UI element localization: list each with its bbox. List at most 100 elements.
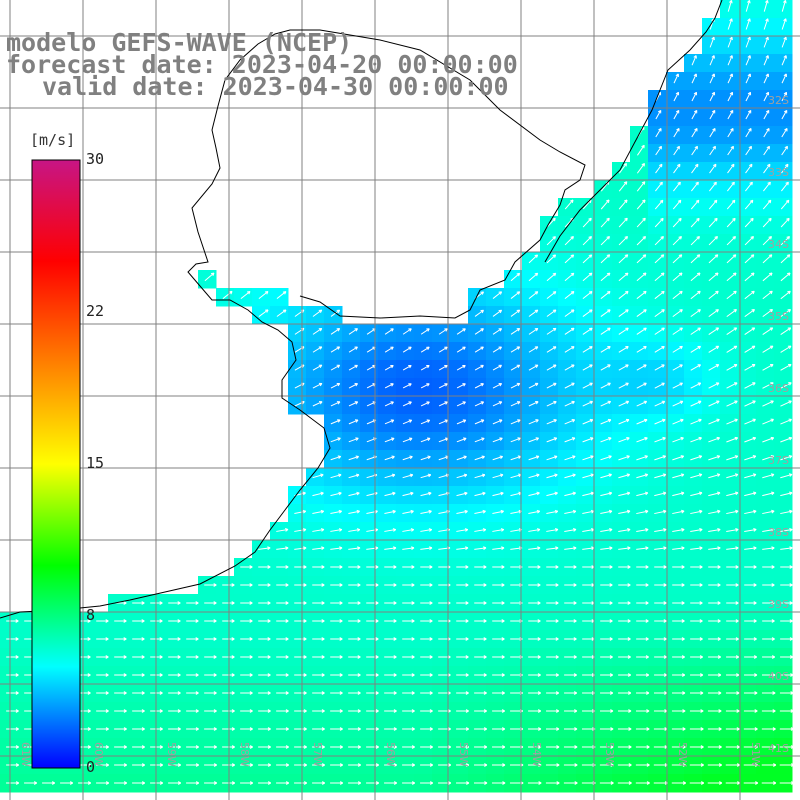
wind-arrow-head <box>590 473 594 478</box>
wind-arrow-head <box>682 709 686 713</box>
wind-arrow-head <box>662 418 666 423</box>
wind-arrow-head <box>355 455 359 460</box>
wind-arrow-head <box>645 528 649 532</box>
wind-arrow-head <box>249 583 253 587</box>
wind-arrow-head <box>393 601 397 605</box>
wind-arrow <box>672 492 685 497</box>
wind-arrow-head <box>770 455 775 459</box>
wind-arrow-head <box>501 583 505 587</box>
wind-arrow <box>780 309 791 318</box>
wind-arrow-head <box>679 309 683 313</box>
wind-arrow <box>348 437 359 443</box>
wind-arrow-head <box>444 346 448 351</box>
wind-arrow-head <box>645 637 649 641</box>
wind-arrow <box>672 236 682 246</box>
wind-arrow-head <box>735 637 739 641</box>
wind-arrow-head <box>699 637 703 641</box>
wind-arrow-head <box>195 781 200 785</box>
wind-arrow <box>618 236 628 246</box>
wind-arrow-head <box>285 619 289 623</box>
wind-arrow <box>636 437 648 443</box>
wind-arrow <box>744 327 755 335</box>
wind-arrow-head <box>680 455 685 459</box>
wind-arrow-head <box>123 745 127 749</box>
wind-arrow-head <box>772 727 776 731</box>
wind-arrow <box>690 217 700 228</box>
wind-arrow <box>745 55 751 66</box>
wind-arrow <box>384 419 394 425</box>
wind-arrow-head <box>662 455 666 459</box>
wind-arrow <box>781 110 788 120</box>
wind-arrow-head <box>249 691 253 695</box>
wind-arrow <box>654 400 665 407</box>
wind-arrow <box>474 383 484 389</box>
wind-arrow-head <box>87 781 92 785</box>
wind-arrow-head <box>480 383 484 387</box>
wind-arrow <box>438 492 450 497</box>
wind-arrow-head <box>141 619 145 623</box>
wind-arrow-head <box>679 364 683 368</box>
wind-arrow-head <box>465 763 470 767</box>
wind-arrow-head <box>644 509 649 514</box>
wind-arrow-head <box>748 127 752 132</box>
wind-arrow <box>600 346 611 353</box>
wind-arrow <box>708 510 721 515</box>
wind-arrow <box>600 254 611 264</box>
wind-arrow-head <box>608 437 612 441</box>
wind-arrow-head <box>427 473 432 478</box>
wind-arrow <box>582 510 594 515</box>
wind-arrow <box>672 199 682 210</box>
wind-arrow-head <box>320 528 325 532</box>
wind-arrow-head <box>663 655 667 659</box>
wind-arrow <box>744 181 753 192</box>
latitude-label: 36S <box>768 382 789 395</box>
wind-arrow-head <box>694 163 699 168</box>
wind-arrow <box>744 547 757 550</box>
wind-arrow-head <box>87 709 91 713</box>
wind-arrow <box>528 382 539 389</box>
wind-arrow-head <box>680 436 684 441</box>
wind-arrow-head <box>573 637 577 641</box>
wind-arrow <box>402 529 414 532</box>
wind-arrow <box>709 36 715 48</box>
wind-arrow-head <box>195 673 199 677</box>
wind-arrow-head <box>338 473 342 478</box>
wind-arrow <box>654 327 665 335</box>
wind-arrow-head <box>589 309 593 313</box>
wind-arrow <box>330 328 340 335</box>
wind-arrow <box>781 163 789 174</box>
wind-arrow <box>636 346 647 353</box>
wind-arrow-head <box>771 565 775 569</box>
wind-arrow-head <box>500 491 504 496</box>
wind-arrow-head <box>783 109 788 114</box>
wind-arrow <box>456 456 467 461</box>
wind-arrow <box>762 364 774 371</box>
wind-arrow <box>672 510 685 515</box>
wind-arrow <box>762 510 775 515</box>
wind-arrow <box>726 345 738 353</box>
wind-arrow-head <box>783 55 787 59</box>
wind-arrow <box>402 474 413 479</box>
wind-arrow-head <box>213 673 217 677</box>
wind-arrow <box>691 73 697 84</box>
wind-arrow-head <box>429 637 433 641</box>
wind-arrow-head <box>642 235 647 240</box>
wind-arrow <box>709 163 717 174</box>
wind-arrow <box>510 291 520 299</box>
wind-arrow-head <box>429 655 433 659</box>
wind-arrow-head <box>571 346 575 350</box>
wind-arrow-head <box>69 781 74 785</box>
wind-arrow-head <box>483 691 487 695</box>
wind-arrow <box>763 55 769 66</box>
wind-arrow-head <box>682 763 686 767</box>
wind-arrow-head <box>321 583 325 587</box>
longitude-label: 53W <box>603 742 616 767</box>
wind-arrow-head <box>500 509 504 514</box>
wind-arrow-head <box>626 436 630 441</box>
wind-arrow <box>708 437 720 443</box>
wind-arrow-head <box>303 691 307 695</box>
wind-arrow <box>456 510 468 515</box>
wind-arrow-head <box>695 181 699 186</box>
wind-arrow-head <box>787 290 791 295</box>
wind-arrow-head <box>357 565 361 569</box>
